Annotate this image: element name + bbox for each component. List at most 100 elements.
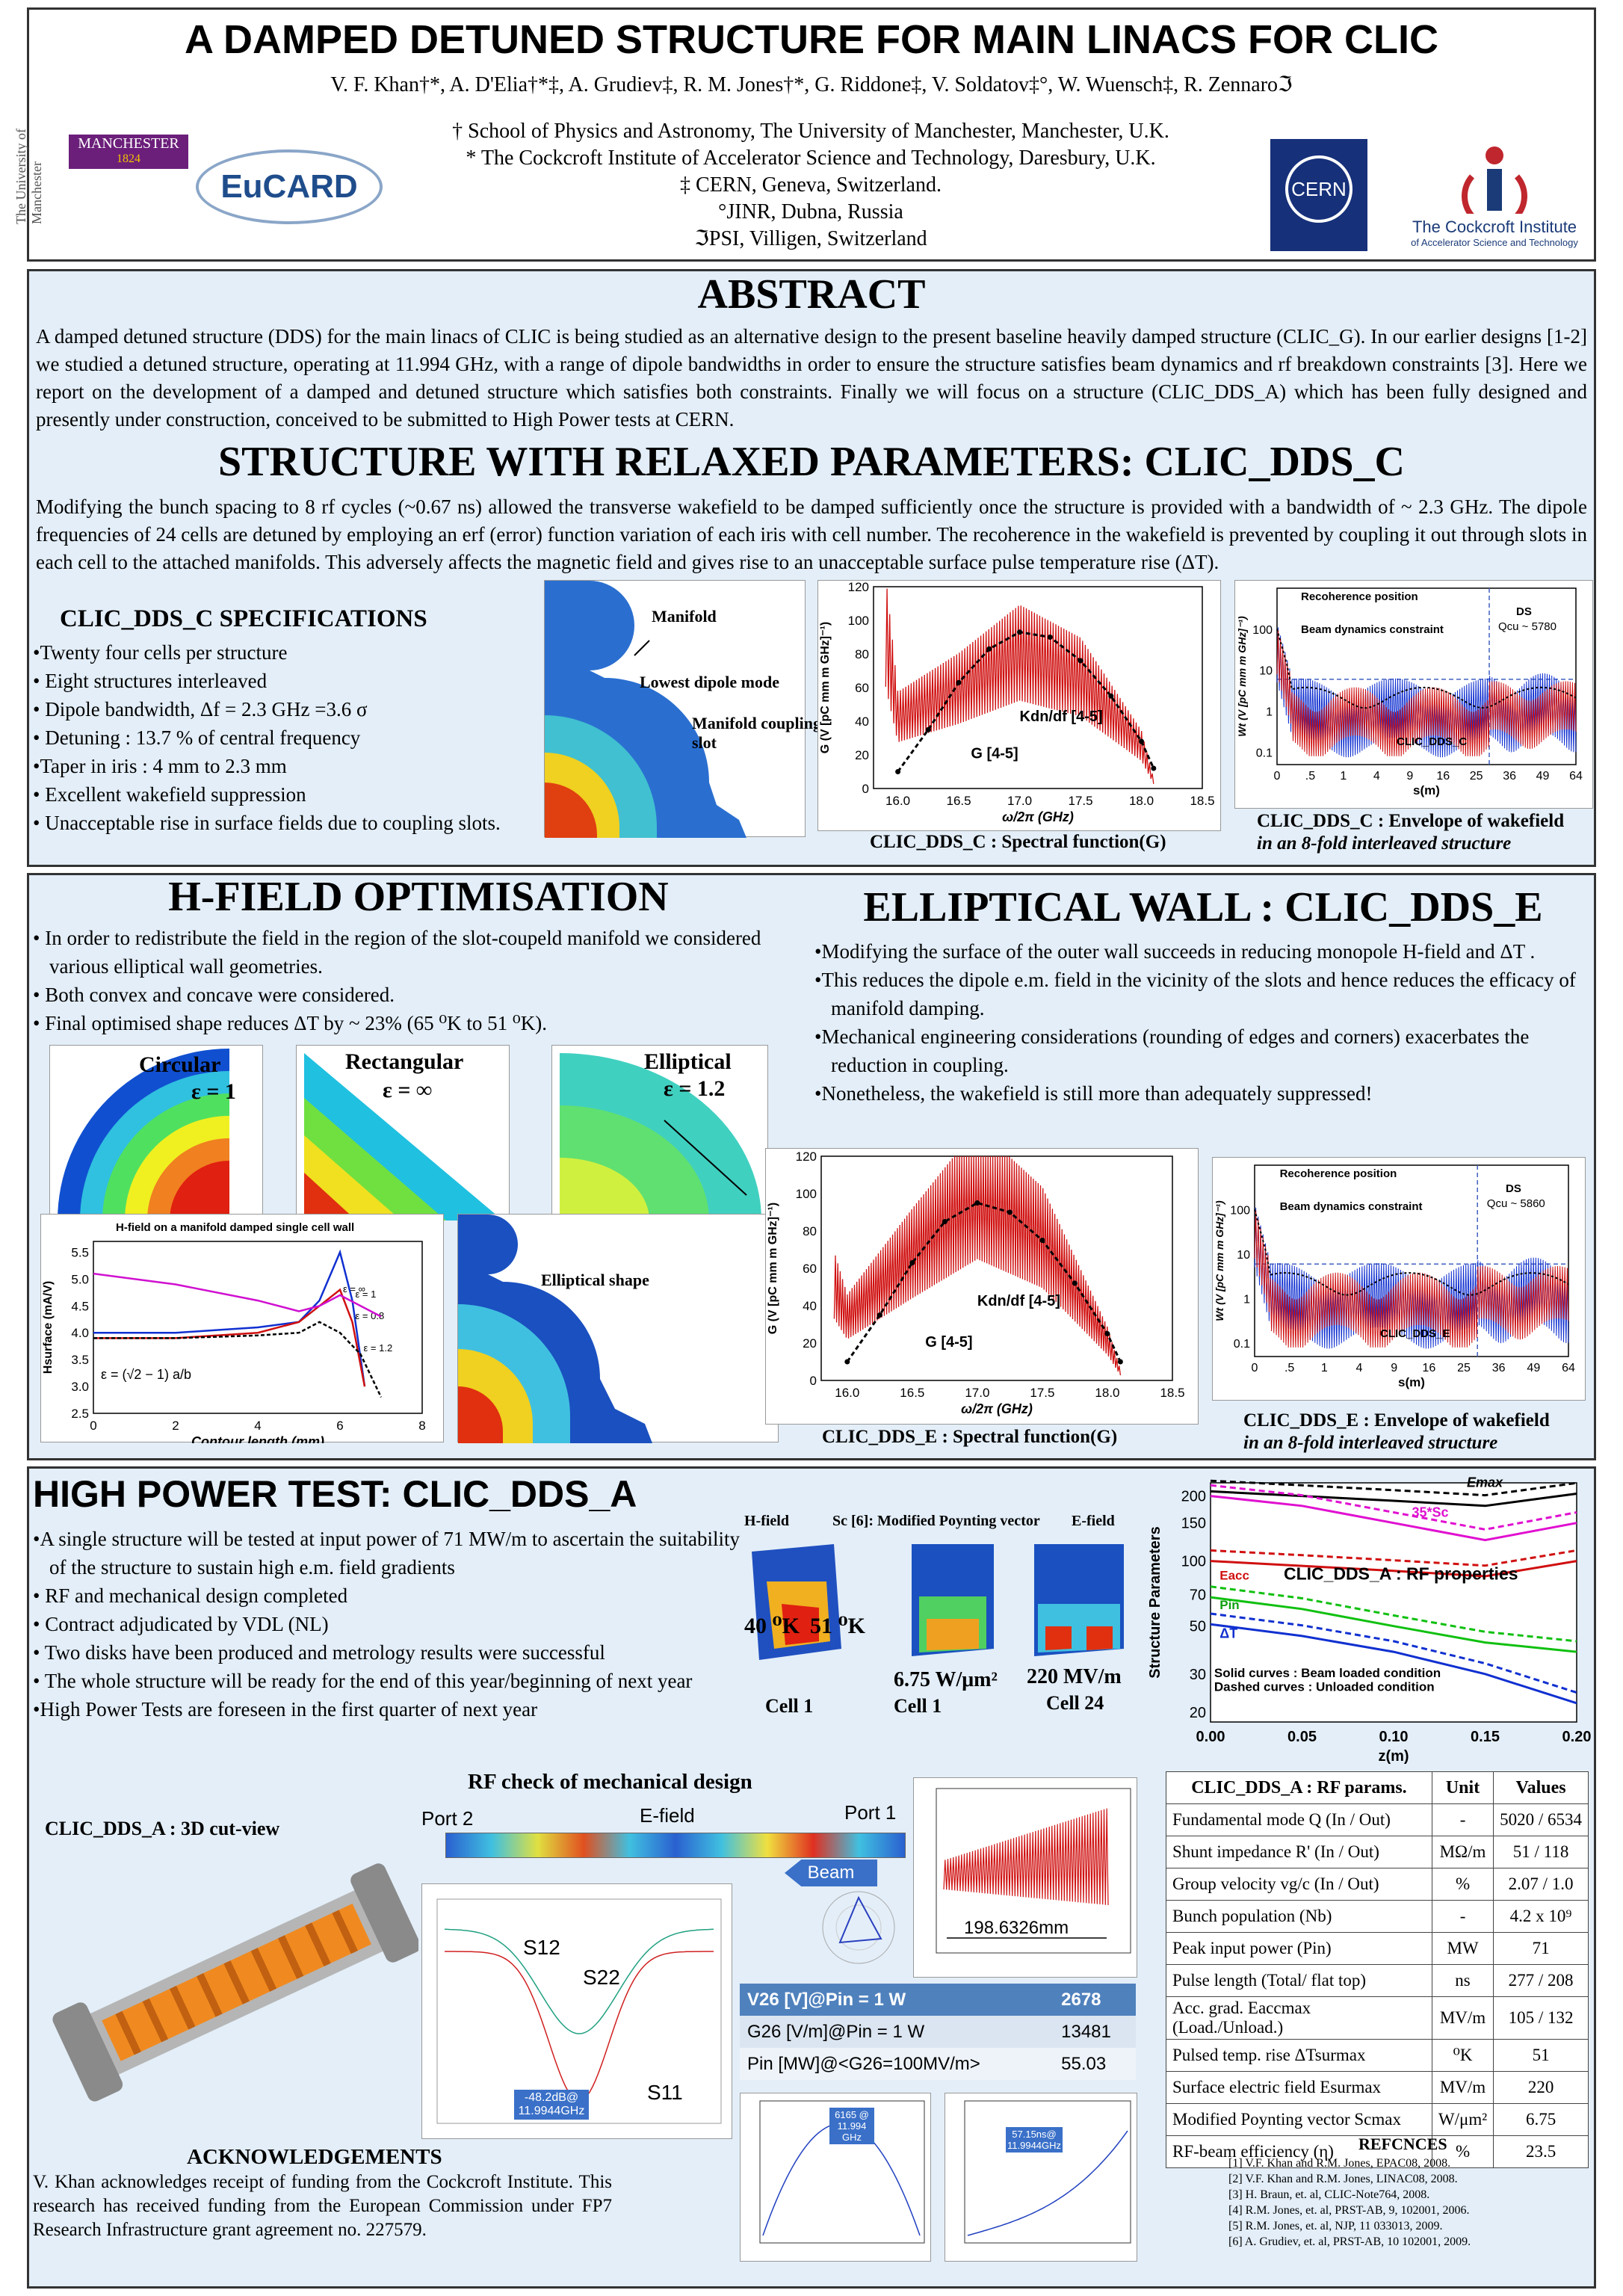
constraint-label: Beam dynamics constraint: [1280, 1200, 1423, 1213]
plot-frame: [820, 1155, 1173, 1381]
x-tick-label: 17.0: [965, 1386, 989, 1400]
data-point-kdn: [1151, 765, 1157, 771]
cutview-3d-image: [52, 1863, 421, 2102]
x-tick-label: 25: [1470, 770, 1483, 783]
y-axis-label: Structure Parameters: [1147, 1526, 1163, 1678]
ddsc-wake-caption: CLIC_DDS_C : Envelope of wakefield in an…: [1257, 811, 1565, 854]
series-line-kdn: [846, 1201, 1122, 1363]
hplot-title: H-field on a manifold damped single cell…: [116, 1221, 354, 1234]
manchester-logo: MANCHESTER 1824: [69, 135, 188, 169]
y-axis-label: G (V [pC mm m GHz]⁻¹): [767, 1203, 779, 1334]
manifold-label: Manifold: [652, 607, 717, 626]
x-tick-label: .5: [1285, 1362, 1294, 1374]
y-tick-label: 40: [855, 715, 869, 729]
x-tick-label: 18.0: [1095, 1386, 1119, 1400]
legend-kdn: Kdn/df [4-5]: [977, 1293, 1060, 1309]
temp-51-label: 51 ⁰K: [810, 1614, 865, 1638]
y-tick-label: 120: [848, 581, 869, 594]
y-tick-label: 80: [855, 647, 869, 661]
rf-series-dashed: [1210, 1612, 1577, 1694]
params-row: Surface electric field Esurmax MV/m 220: [1166, 2071, 1589, 2104]
y-tick-label: 0: [862, 782, 869, 796]
affiliation-5: ℑPSI, Villigen, Switzerland: [694, 227, 927, 250]
x-tick-label: 9: [1406, 770, 1413, 783]
params-row: Fundamental mode Q (In / Out) -5020 / 653…: [1166, 1803, 1589, 1836]
rectangular-label: Rectangular: [345, 1049, 464, 1074]
hfield-bullets: • In order to redistribute the field in …: [33, 927, 761, 1034]
ddsc-text: Modifying the bunch spacing to 8 rf cycl…: [36, 496, 1587, 573]
x-tick-label: 16.5: [947, 794, 971, 808]
cell24-label: Cell 24: [1046, 1692, 1104, 1714]
ddse-spectral-chart: 16.0 16.5 17.0 17.5 18.0 18.5 0 20 40 60 80 100 120 ω…: [765, 1148, 1199, 1425]
y-tick-label: 30: [1190, 1667, 1206, 1683]
marker-box: -48.2dB@ 11.9944GHz: [514, 2090, 589, 2120]
ddse-wake-caption: CLIC_DDS_E : Envelope of wakefield in an…: [1243, 1410, 1550, 1453]
sc-value-label: 6.75 W/μm²: [894, 1668, 998, 1691]
qcu-label: Qcu ~ 5860: [1487, 1197, 1545, 1210]
y-tick-label: 50: [1190, 1619, 1206, 1635]
rf-props-svg: 20 30 50 70 100 150 200 0.00 0.05 0.10 0.15 0.20 z(m…: [1147, 1475, 1591, 1765]
legend-kdn: Kdn/df [4-5]: [1020, 709, 1103, 725]
x-tick-label: 16.5: [900, 1386, 924, 1400]
y-tick-label: 0.1: [1256, 747, 1273, 759]
params-row: Modified Poynting vector Scmax W/μm² 6.75: [1166, 2103, 1589, 2136]
s22-label: S22: [583, 1966, 620, 1989]
y-tick-label: 20: [803, 1336, 817, 1351]
cell-h-image: [744, 1537, 849, 1664]
uom-logo-text: The University of Manchester: [13, 129, 44, 224]
y-tick-label: 200: [1181, 1489, 1206, 1505]
hfield-series-line: [93, 1272, 382, 1318]
abstract-heading: ABSTRACT: [697, 271, 926, 318]
rf-legend-2: Dashed curves : Unloaded condition: [1214, 1680, 1435, 1694]
y-axis-label: G (V [pC mm m GHz]⁻¹): [819, 622, 832, 753]
params-table: CLIC_DDS_A : RF params. Unit Values Fundam…: [1166, 1771, 1589, 2168]
label-emax: Emax: [1467, 1475, 1503, 1490]
x-tick-label: 25: [1457, 1362, 1471, 1374]
x-tick-label: 18.0: [1129, 794, 1154, 808]
hfield-plot-svg: 0 2 4 6 8 2.5 3.0 3.5 4.0 4.5 5.0 5.5 Contour length…: [42, 1221, 426, 1449]
affiliation-2: * The Cockcroft Institute of Accelerator…: [466, 146, 1156, 170]
sc-cell-label: Sc [6]: Modified Poynting vector: [832, 1513, 1040, 1529]
rf-series-dashed: [1210, 1549, 1577, 1567]
hfield-series-line: [93, 1321, 383, 1398]
wake-envelope-black: [1254, 1209, 1569, 1296]
cutview-label: CLIC_DDS_A : 3D cut-view: [45, 1818, 280, 1839]
hfield-series-label: ε = 0.8: [356, 1310, 385, 1321]
circular-eps: ε = 1: [191, 1079, 236, 1104]
x-tick-label: 49: [1527, 1362, 1540, 1374]
plot-frame: [436, 1898, 722, 2124]
ddsc-wake-chart: 0.1 1 10 100 0.5 1 4 9 16 25 36 49 64 s(m) Wt (V [pC m…: [1234, 580, 1593, 809]
ack-text: V. Khan acknowledges receipt of funding …: [33, 2172, 612, 2240]
y-tick-label: 2.5: [71, 1407, 89, 1421]
x-tick-label: 18.5: [1160, 1386, 1184, 1400]
shape-rectangular: [296, 1045, 510, 1220]
x-tick-label: 16: [1422, 1362, 1435, 1374]
x-tick-label: 9: [1391, 1362, 1397, 1374]
q-plot-marker: 6165 @ 11.994 GHz: [829, 2108, 874, 2144]
x-tick-label: 4: [1373, 770, 1380, 783]
hfield-plot: 0 2 4 6 8 2.5 3.0 3.5 4.0 4.5 5.0 5.5 Contour length…: [40, 1214, 444, 1449]
y-axis-label: Wt (V [pC mm m GHz]⁻¹): [1214, 1200, 1225, 1321]
elliptical-shape-map: [457, 1214, 779, 1443]
x-tick-label: 17.0: [1007, 794, 1032, 808]
y-axis-label: Hsurface (mA/V): [42, 1281, 55, 1374]
abstract-text: A damped detuned structure (DDS) for the…: [36, 325, 1587, 430]
poster-header: [27, 7, 1596, 262]
x-tick-label: 36: [1503, 770, 1516, 783]
x-tick-label: 49: [1536, 770, 1550, 783]
sparams-plot: [421, 1883, 732, 2139]
delay-curve: [967, 2130, 1128, 2236]
y-tick-label: 3.0: [71, 1380, 89, 1394]
x-tick-label: 0: [1274, 770, 1281, 783]
qcu-label: Qcu ~ 5780: [1498, 620, 1556, 633]
x-tick-label: 2: [172, 1419, 179, 1433]
efield-strip: [445, 1833, 906, 1858]
cell-sc-image: [904, 1537, 1001, 1664]
ddse-spectral-caption: CLIC_DDS_E : Spectral function(G): [822, 1427, 1118, 1447]
cell-e-image: [1027, 1537, 1131, 1664]
y-tick-label: 100: [1252, 624, 1273, 637]
ds-label: DS: [1516, 605, 1532, 618]
s22-curve: [444, 1928, 714, 2034]
cern-logo: CERN: [1270, 139, 1367, 251]
